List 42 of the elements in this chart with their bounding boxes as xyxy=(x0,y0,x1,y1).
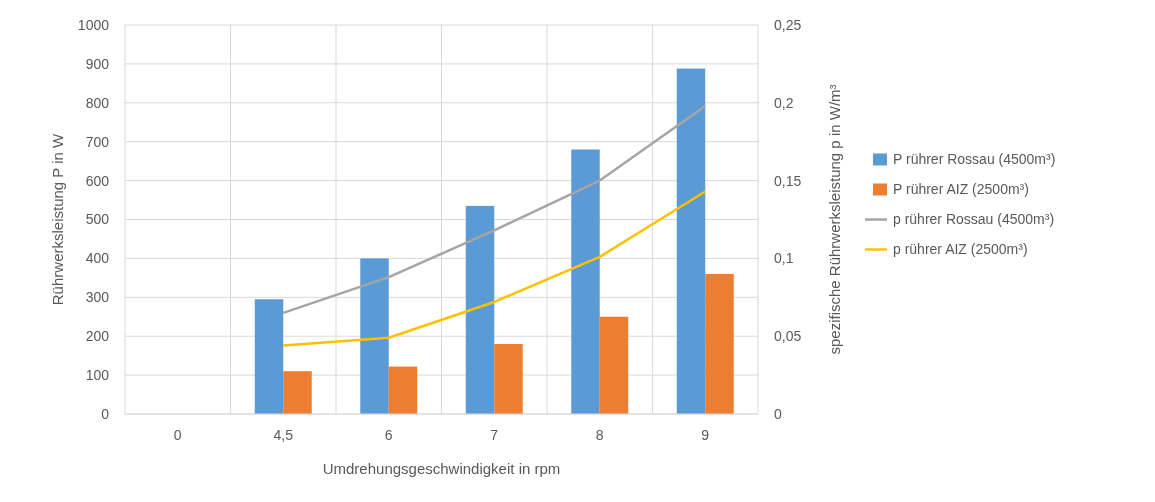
line-series xyxy=(282,190,707,347)
bar xyxy=(494,343,523,414)
x-tick-label: 4,5 xyxy=(273,427,294,443)
x-axis-title: Umdrehungsgeschwindigkeit in rpm xyxy=(322,460,561,477)
bar xyxy=(599,316,629,414)
legend-label: p rührer AIZ (2500m³) xyxy=(893,241,1028,258)
legend-label: P rührer Rossau (4500m³) xyxy=(893,151,1056,168)
x-tick-label: 9 xyxy=(701,427,710,443)
y-tick-label: 600 xyxy=(85,172,110,189)
bar xyxy=(388,366,418,414)
y2-tick-label: 0,15 xyxy=(774,172,802,189)
y-tick-label: 500 xyxy=(85,211,110,228)
x-tick-label: 7 xyxy=(490,427,499,443)
x-tick-label: 8 xyxy=(595,427,604,443)
y2-tick-label: 0,1 xyxy=(774,250,794,267)
y-tick-label: 0 xyxy=(101,405,110,422)
y2-tick-label: 0,25 xyxy=(774,16,802,33)
y-tick-label: 800 xyxy=(85,94,110,111)
y-tick-label: 300 xyxy=(85,289,110,306)
x-tick-label: 0 xyxy=(173,427,182,443)
y-tick-label: 400 xyxy=(85,250,110,267)
line-series xyxy=(282,104,707,315)
y2-axis-title: spezifische Rührwerksleistung p in W/m³ xyxy=(826,84,843,355)
x-tick-label: 6 xyxy=(384,427,393,443)
y-tick-label: 100 xyxy=(85,367,110,383)
bar xyxy=(283,371,312,414)
y2-tick-label: 0 xyxy=(774,405,782,422)
y2-tick-label: 0,05 xyxy=(774,328,802,345)
bar xyxy=(705,273,734,414)
y-tick-label: 700 xyxy=(85,133,110,150)
y-tick-label: 900 xyxy=(85,55,110,72)
y2-tick-label: 0,2 xyxy=(774,94,794,111)
y-tick-label: 1000 xyxy=(77,16,110,33)
bar xyxy=(676,68,706,414)
bar xyxy=(571,149,600,414)
legend-label: P rührer AIZ (2500m³) xyxy=(893,181,1029,198)
bar xyxy=(360,258,389,414)
y-axis-title: Rührwerksleistung P in W xyxy=(49,132,66,306)
y-tick-label: 200 xyxy=(85,328,110,345)
legend-label: p rührer Rossau (4500m³) xyxy=(893,211,1055,228)
bar xyxy=(465,205,495,414)
bar xyxy=(254,299,284,414)
